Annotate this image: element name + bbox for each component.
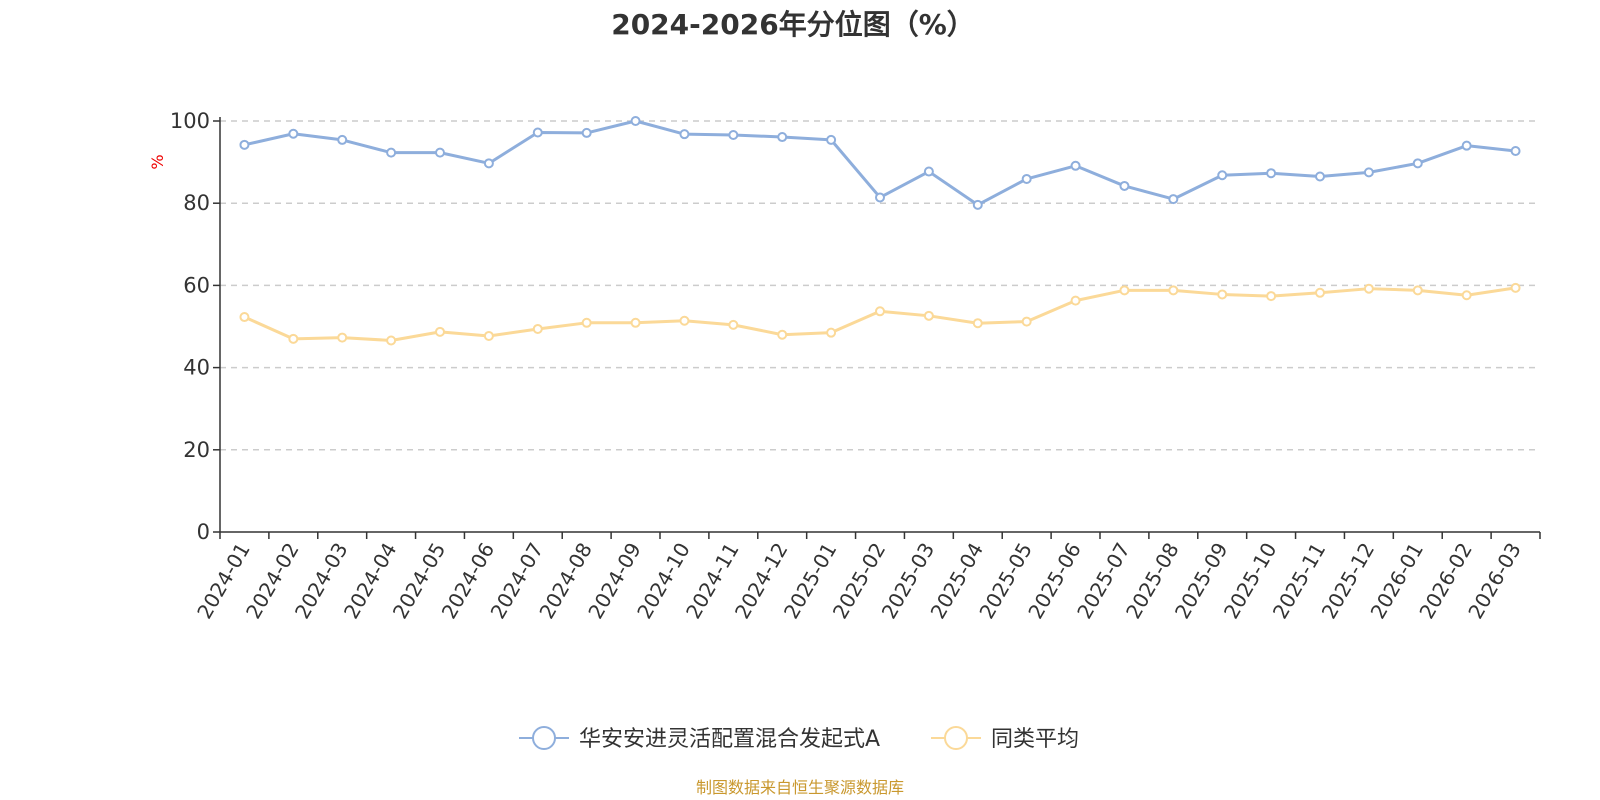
data-point [1217, 170, 1228, 181]
data-point [1070, 295, 1081, 306]
data-point [1070, 160, 1081, 171]
data-point [239, 139, 250, 150]
y-tick-label: 0 [197, 520, 210, 544]
data-point [777, 132, 788, 143]
data-point [728, 129, 739, 140]
data-point [581, 317, 592, 328]
data-point [386, 335, 397, 346]
y-tick-label: 100 [170, 109, 210, 133]
data-point [1315, 287, 1325, 298]
y-tick-label: 40 [183, 356, 210, 380]
data-point [1119, 285, 1130, 296]
data-point [923, 166, 934, 177]
data-point [337, 332, 348, 343]
legend-marker-0 [532, 726, 556, 750]
data-point [1363, 167, 1374, 178]
data-point [1021, 173, 1032, 184]
data-point [1412, 158, 1423, 169]
data-point [1461, 290, 1472, 301]
data-point [1266, 168, 1277, 179]
data-point [630, 116, 641, 126]
data-point [728, 319, 739, 330]
data-point [972, 318, 983, 329]
y-axis-label: % [148, 154, 167, 169]
data-point [1510, 282, 1521, 293]
data-point [1461, 140, 1472, 151]
data-point [1315, 171, 1325, 182]
data-point [875, 306, 885, 317]
y-tick-label: 20 [183, 438, 210, 462]
data-point [1021, 316, 1032, 327]
data-point [1217, 289, 1228, 300]
y-tick-label: 60 [183, 273, 210, 297]
data-point [483, 158, 494, 169]
legend-marker-1 [944, 726, 968, 750]
data-point [1412, 285, 1423, 296]
series-line-0 [244, 119, 1516, 207]
data-point [630, 317, 641, 328]
data-point [1168, 285, 1179, 296]
data-point [435, 147, 445, 158]
legend: 华安安进灵活配置混合发起式A 同类平均 [519, 726, 1079, 752]
data-point [826, 134, 837, 145]
data-point [483, 330, 494, 341]
data-point [1363, 283, 1374, 294]
data-point [288, 333, 299, 344]
data-point [532, 127, 543, 138]
axes: 0204060801002024-012024-022024-032024-04… [170, 109, 1541, 623]
data-point [875, 192, 885, 203]
data-point [679, 315, 690, 326]
series-group [239, 116, 1521, 346]
data-point [972, 199, 983, 210]
data-point [923, 310, 934, 321]
data-point [777, 329, 788, 340]
data-point [1266, 291, 1277, 302]
data-point [288, 128, 299, 139]
data-point [826, 327, 837, 338]
data-point [337, 134, 348, 145]
data-point [435, 326, 445, 337]
source-note: 制图数据来自恒生聚源数据库 [696, 778, 904, 797]
legend-label-1: 同类平均 [991, 727, 1079, 752]
data-point [532, 323, 543, 334]
legend-label-0: 华安安进灵活配置混合发起式A [579, 727, 880, 752]
grid-lines [220, 120, 1540, 451]
data-point [1510, 146, 1521, 157]
data-point [581, 127, 592, 138]
data-point [386, 147, 397, 158]
chart-title: 2024-2026年分位图（%） [611, 8, 975, 41]
data-point [239, 312, 250, 323]
data-point [1168, 194, 1179, 205]
data-point [679, 129, 690, 140]
y-tick-label: 80 [183, 191, 210, 215]
data-point [1119, 180, 1130, 191]
